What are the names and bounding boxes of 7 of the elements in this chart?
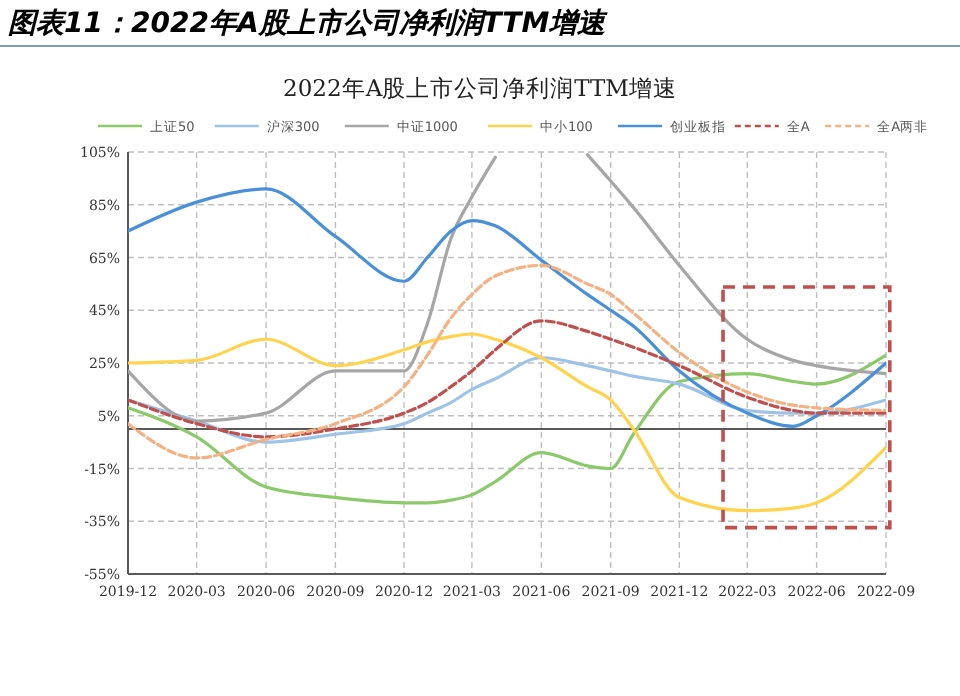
line-series bbox=[128, 263, 886, 460]
line-series bbox=[128, 353, 886, 505]
line-series bbox=[128, 356, 886, 444]
chart-title: 图表11：2022年A股上市公司净利润TTM增速 bbox=[8, 6, 610, 40]
line-series bbox=[128, 319, 886, 439]
chart-subtitle: 2022年A股上市公司净利润TTM增速 bbox=[283, 74, 677, 102]
line-series bbox=[128, 332, 886, 513]
